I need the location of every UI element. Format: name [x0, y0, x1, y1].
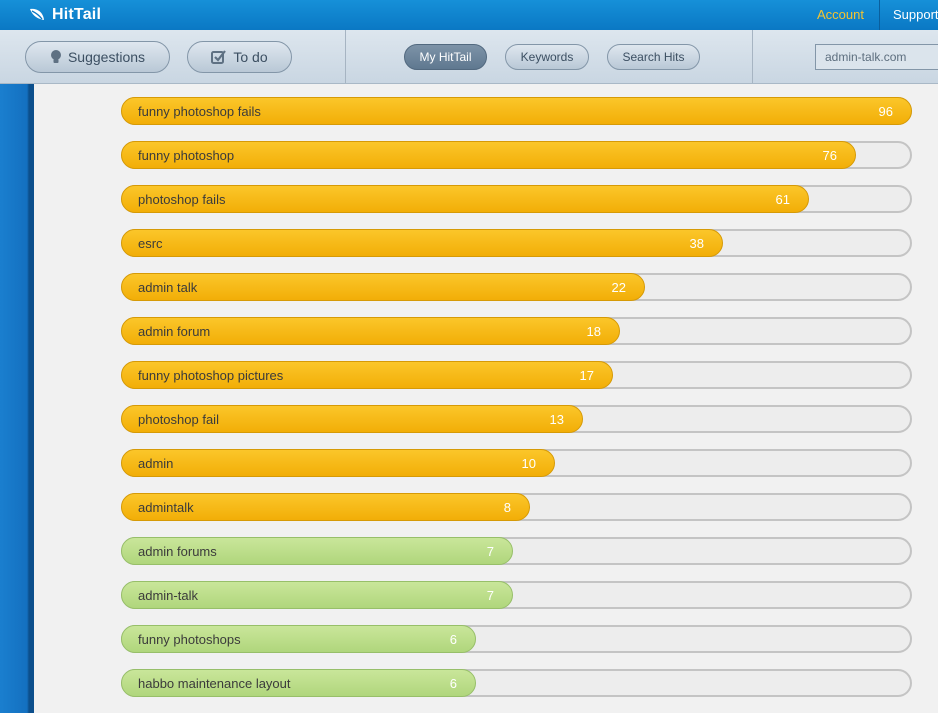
- keyword-bar-row[interactable]: admin forums 7: [121, 537, 912, 565]
- keyword-count: 22: [611, 280, 626, 295]
- nav-divider: [752, 30, 753, 83]
- bar-fill: [121, 625, 476, 653]
- keyword-bar-list: funny photoshop fails 96 funny photoshop 76…: [121, 97, 912, 713]
- tab-label: My HitTail: [419, 50, 472, 64]
- bar-fill: [121, 405, 583, 433]
- keyword-bar-row[interactable]: funny photoshop fails 96: [121, 97, 912, 125]
- keyword-bar-row[interactable]: photoshop fails 61: [121, 185, 912, 213]
- keyword-count: 61: [775, 192, 790, 207]
- keyword-count: 38: [689, 236, 704, 251]
- bar-fill: [121, 493, 530, 521]
- nav-bar: Suggestions To do My HitTail Keywords Se…: [0, 30, 938, 84]
- keyword-bar-row[interactable]: admin-talk 7: [121, 581, 912, 609]
- keyword-bar-row[interactable]: photoshop fail 13: [121, 405, 912, 433]
- todo-label: To do: [233, 49, 268, 65]
- support-link[interactable]: Support: [893, 7, 938, 22]
- keyword-count: 96: [878, 104, 893, 119]
- tab-my-hittail[interactable]: My HitTail: [404, 44, 487, 70]
- leaf-icon: [30, 8, 44, 20]
- keyword-bar-row[interactable]: admin talk 22: [121, 273, 912, 301]
- bar-fill: [121, 581, 513, 609]
- bar-fill: [121, 185, 809, 213]
- keyword-label: admin forums: [138, 544, 217, 559]
- bar-fill: [121, 537, 513, 565]
- keyword-count: 7: [486, 588, 494, 603]
- keyword-bar-row[interactable]: admin forum 18: [121, 317, 912, 345]
- bar-fill: [121, 317, 620, 345]
- keyword-bar-row[interactable]: habbo maintenance layout 6: [121, 669, 912, 697]
- keyword-count: 6: [449, 676, 457, 691]
- keyword-bar-row[interactable]: admintalk 8: [121, 493, 912, 521]
- keyword-label: photoshop fails: [138, 192, 226, 207]
- logo[interactable]: HitTail: [28, 5, 101, 25]
- keyword-label: admin-talk: [138, 588, 198, 603]
- bar-fill: [121, 273, 645, 301]
- keyword-count: 13: [549, 412, 564, 427]
- app-name: HitTail: [52, 6, 102, 23]
- keyword-bar-row[interactable]: funny photoshop 76: [121, 141, 912, 169]
- keyword-label: admin: [138, 456, 174, 471]
- keyword-label: habbo maintenance layout: [138, 676, 291, 691]
- bar-fill: [121, 361, 613, 389]
- keyword-bar-row[interactable]: esrc 38: [121, 229, 912, 257]
- keyword-label: admintalk: [138, 500, 194, 515]
- lightbulb-icon: [50, 50, 61, 63]
- divider: [879, 0, 880, 30]
- suggestions-button[interactable]: Suggestions: [25, 41, 170, 73]
- nav-divider: [345, 30, 346, 83]
- checkbox-icon: [211, 50, 227, 64]
- tab-keywords[interactable]: Keywords: [505, 44, 589, 70]
- bar-fill: [121, 97, 912, 125]
- left-sidebar-strip: [0, 84, 34, 713]
- bar-fill: [121, 669, 476, 697]
- tab-label: Keywords: [520, 50, 574, 64]
- keyword-count: 76: [822, 148, 837, 163]
- keyword-count: 6: [449, 632, 457, 647]
- tab-search-hits[interactable]: Search Hits: [607, 44, 700, 70]
- keyword-bar-row[interactable]: admin 10: [121, 449, 912, 477]
- account-link[interactable]: Account: [817, 7, 864, 22]
- keyword-label: funny photoshop fails: [138, 104, 261, 119]
- keyword-bar-row[interactable]: funny photoshop pictures 17: [121, 361, 912, 389]
- domain-select[interactable]: [815, 44, 938, 70]
- bar-fill: [121, 141, 856, 169]
- keyword-count: 7: [486, 544, 494, 559]
- keyword-count: 10: [521, 456, 536, 471]
- keyword-label: admin forum: [138, 324, 211, 339]
- bar-fill: [121, 449, 555, 477]
- todo-button[interactable]: To do: [187, 41, 292, 73]
- top-bar: HitTail Account Support: [0, 0, 938, 30]
- keyword-bar-row[interactable]: funny photoshops 6: [121, 625, 912, 653]
- keyword-label: photoshop fail: [138, 412, 219, 427]
- bar-fill: [121, 229, 723, 257]
- suggestions-label: Suggestions: [67, 49, 146, 65]
- keyword-label: esrc: [138, 236, 163, 251]
- keyword-count: 18: [586, 324, 601, 339]
- keyword-label: funny photoshops: [138, 632, 241, 647]
- tab-label: Search Hits: [622, 50, 685, 64]
- keyword-count: 17: [579, 368, 594, 383]
- keyword-label: admin talk: [138, 280, 198, 295]
- keyword-label: funny photoshop pictures: [138, 368, 284, 383]
- keyword-label: funny photoshop: [138, 148, 235, 163]
- keyword-count: 8: [503, 500, 511, 515]
